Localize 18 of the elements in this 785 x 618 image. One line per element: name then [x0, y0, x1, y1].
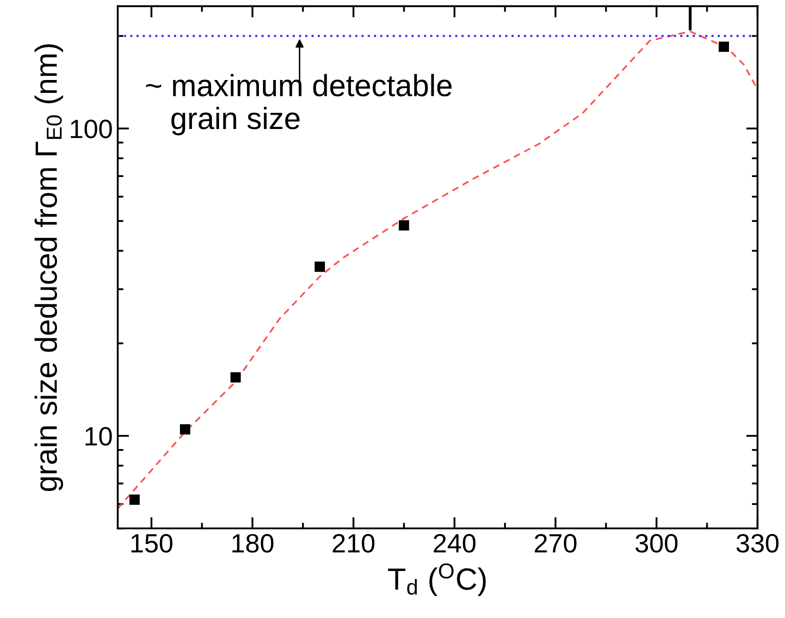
point — [398, 220, 410, 231]
point — [180, 424, 190, 434]
y-axis-title: grain size deduced from Γ$_{E0}$ (nm) — [34, 44, 64, 492]
point — [230, 372, 241, 383]
y-tick-label: 100 — [70, 120, 112, 138]
point — [314, 262, 325, 272]
x-tick-label: 180 — [232, 534, 274, 553]
x-tick-label: 240 — [434, 534, 476, 553]
x-tick-label: 150 — [131, 534, 172, 553]
point — [129, 494, 140, 505]
x-tick-label: 300 — [636, 534, 678, 553]
point — [718, 42, 730, 52]
line-series — [118, 30, 758, 510]
x-tick-label: 270 — [534, 534, 576, 553]
x-tick-label: 210 — [332, 534, 374, 553]
x-tick-label: 330 — [736, 534, 779, 553]
y-tick-label: 10 — [86, 427, 112, 446]
x-axis-title: T$_{d}$ ($^{O}$C) — [388, 563, 486, 596]
